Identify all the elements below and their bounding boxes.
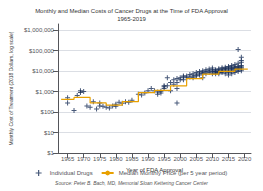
svg-text:2015: 2015: [222, 156, 236, 162]
svg-text:$10: $10: [44, 130, 55, 136]
svg-text:Monthly and Median Costs of Ca: Monthly and Median Costs of Cancer Drugs…: [35, 8, 228, 14]
svg-text:2005: 2005: [190, 156, 204, 162]
svg-text:1990: 1990: [141, 156, 155, 162]
svg-text:1975: 1975: [93, 156, 107, 162]
svg-text:Source: Peter B. Bach, MD, Mem: Source: Peter B. Bach, MD, Memorial Sloa…: [55, 180, 208, 186]
svg-text:$100,000: $100,000: [29, 48, 55, 54]
svg-text:2000: 2000: [174, 156, 188, 162]
svg-text:$1,000: $1,000: [36, 89, 55, 95]
svg-text:Monthly Cost of Treatment (201: Monthly Cost of Treatment (2018 Dollars,…: [8, 31, 14, 145]
svg-text:1965-2019: 1965-2019: [117, 16, 146, 22]
svg-text:1970: 1970: [77, 156, 91, 162]
svg-text:$1: $1: [47, 150, 54, 156]
svg-text:1995: 1995: [157, 156, 171, 162]
svg-text:Median Monthly Price (per 5 ye: Median Monthly Price (per 5 year period): [119, 170, 228, 176]
svg-text:2010: 2010: [206, 156, 220, 162]
svg-text:2020: 2020: [238, 156, 252, 162]
svg-text:1985: 1985: [125, 156, 139, 162]
svg-text:$100: $100: [41, 109, 55, 115]
svg-text:Individual Drugs: Individual Drugs: [50, 170, 93, 176]
svg-text:1980: 1980: [109, 156, 123, 162]
svg-text:1965: 1965: [61, 156, 75, 162]
svg-text:$10,000: $10,000: [32, 68, 54, 74]
svg-text:$1,000,000: $1,000,000: [24, 27, 55, 33]
